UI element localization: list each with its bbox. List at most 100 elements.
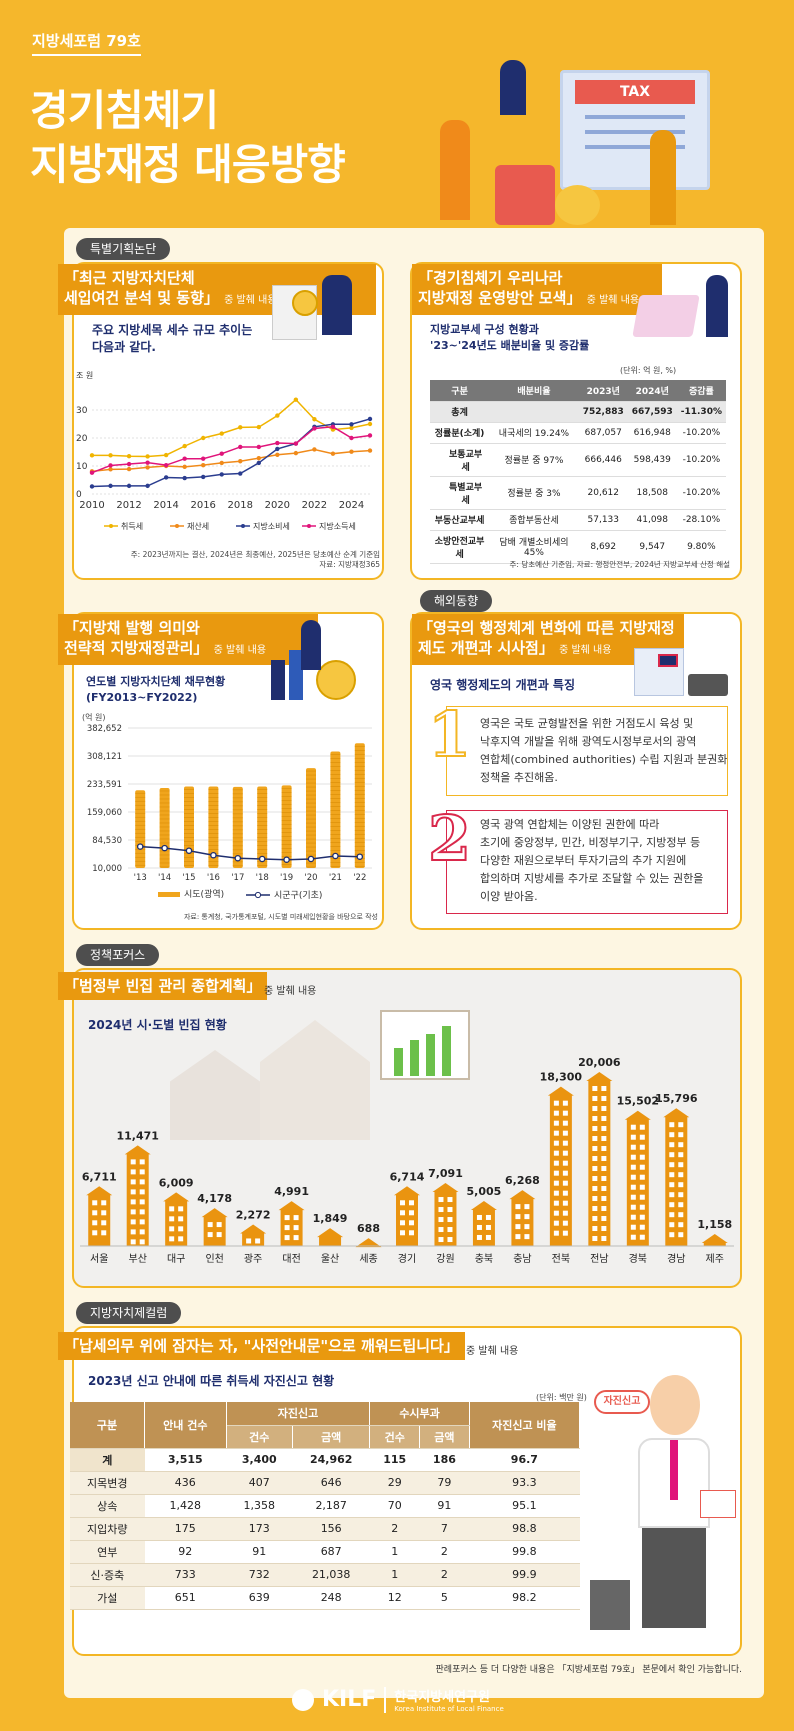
table-row: 총계 752,883 667,593 -11.30% — [430, 401, 726, 423]
data-point — [108, 483, 113, 489]
series-line — [91, 418, 371, 488]
bar-roof — [124, 1145, 151, 1155]
table-cell: 8,692 — [578, 530, 628, 564]
table-cell: 186 — [419, 1448, 470, 1472]
legend-bar — [158, 892, 180, 897]
paragraph-line: 합의하며 지방세를 추가로 조달할 수 있는 권한을 — [480, 872, 704, 885]
data-point — [163, 475, 169, 480]
tag-column: 지방자치제컬럼 — [76, 1302, 182, 1324]
legend-marker — [241, 524, 245, 528]
window — [630, 1234, 636, 1240]
window — [639, 1224, 645, 1230]
table-cell: 부동산교부세 — [430, 509, 490, 531]
window — [601, 1186, 607, 1191]
data-point — [145, 454, 150, 459]
data-point — [293, 397, 299, 402]
data-point — [256, 460, 261, 466]
window — [669, 1132, 675, 1138]
window — [130, 1199, 136, 1205]
y-tick-label: 308,121 — [87, 752, 122, 762]
data-point — [163, 462, 169, 468]
table-cell: 70 — [369, 1494, 420, 1518]
window — [669, 1162, 675, 1168]
data-point — [349, 435, 354, 441]
data-point — [330, 424, 336, 429]
table-row: 상속 1,428 1,358 2,187 70 91 95.1 — [70, 1494, 580, 1518]
data-point — [293, 441, 299, 446]
window — [562, 1230, 568, 1236]
section-vacant-excerpt: 중 발췌 내용 — [264, 986, 317, 997]
window — [669, 1232, 675, 1238]
window — [293, 1235, 299, 1241]
window — [553, 1190, 559, 1196]
table-row: 가설 651 639 248 12 5 98.2 — [70, 1586, 580, 1610]
x-tick-label: 경기 — [398, 1252, 416, 1265]
data-point — [89, 453, 95, 458]
data-point — [126, 483, 132, 489]
window — [409, 1200, 414, 1206]
legend-marker — [307, 524, 311, 528]
bar — [281, 785, 292, 868]
col-rate: 자진신고 비율 — [469, 1402, 581, 1449]
window — [447, 1207, 453, 1213]
window — [130, 1169, 136, 1175]
section-debt-heading: 「지방채 발행 의미와 전략적 지방재정관리」 중 발췌 내용 — [58, 614, 318, 665]
table-cell: 96.7 — [469, 1448, 580, 1472]
bar-roof — [586, 1072, 613, 1081]
x-tick-label: 2010 — [79, 500, 104, 511]
y-tick-label: 382,652 — [87, 724, 122, 734]
window — [139, 1229, 145, 1235]
bar-roof — [509, 1190, 536, 1200]
bar — [549, 1094, 572, 1246]
window — [678, 1212, 684, 1218]
window — [101, 1230, 107, 1236]
data-point — [108, 467, 113, 472]
bar — [257, 786, 268, 868]
table-cell: 639 — [226, 1586, 293, 1610]
y-tick-label: 30 — [76, 406, 88, 416]
table-cell: -10.20% — [676, 422, 726, 444]
window — [553, 1120, 559, 1126]
window — [447, 1237, 453, 1243]
window — [524, 1214, 530, 1220]
window — [553, 1150, 559, 1156]
data-point — [219, 431, 224, 436]
table-row: 지입차량 175 173 156 2 7 98.8 — [70, 1517, 580, 1541]
window — [592, 1176, 598, 1181]
bar — [126, 1153, 149, 1246]
data-point — [201, 462, 206, 468]
bar — [232, 786, 243, 868]
window — [601, 1136, 607, 1141]
title-line-2: 지방재정 대응방향 — [30, 140, 346, 189]
data-point — [201, 435, 206, 441]
x-tick-label: 대구 — [167, 1253, 185, 1265]
window — [101, 1220, 107, 1226]
window — [553, 1140, 559, 1146]
sec1-note: 주: 2023년까지는 결산, 2024년은 최종예산, 2025년은 당초예산… — [130, 550, 380, 569]
window — [92, 1210, 98, 1216]
window — [601, 1226, 607, 1231]
data-point — [182, 443, 187, 449]
window — [678, 1202, 684, 1208]
col-assess-amount: 금액 — [419, 1425, 470, 1449]
window — [562, 1170, 568, 1176]
sec5-subtitle: 2024년 시·도별 빈집 현황 — [88, 1018, 227, 1032]
window — [553, 1210, 559, 1216]
window — [639, 1144, 645, 1150]
data-label: 15,502 — [617, 1095, 659, 1108]
sec2-unit: (단위: 억 원, %) — [620, 366, 677, 375]
data-label: 5,005 — [467, 1185, 502, 1198]
bar — [280, 1209, 303, 1246]
data-point — [126, 454, 132, 459]
sec3-unit: (억 원) — [82, 713, 106, 722]
window — [139, 1199, 145, 1205]
data-point — [136, 843, 144, 850]
data-point — [256, 424, 261, 430]
window — [592, 1156, 598, 1161]
data-label: 6,268 — [505, 1174, 540, 1187]
series-line — [91, 448, 371, 473]
org-name-en: Korea Institute of Local Finance — [394, 1705, 504, 1713]
window — [130, 1229, 136, 1235]
window — [669, 1142, 675, 1148]
table-cell: 115 — [369, 1448, 420, 1472]
